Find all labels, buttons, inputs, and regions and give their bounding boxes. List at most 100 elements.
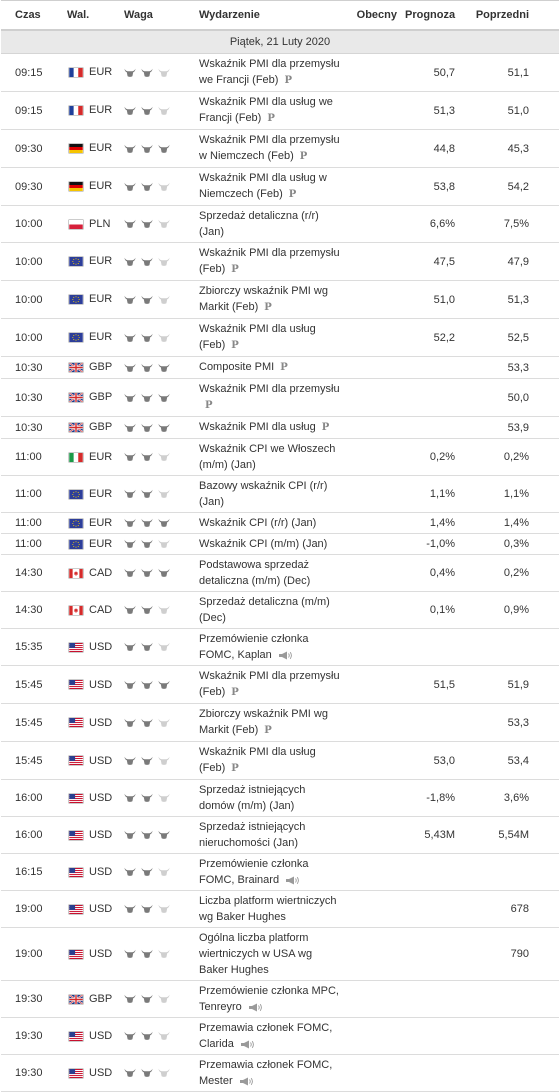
- event-name-cell[interactable]: Wskaźnik PMI dla przemysłu we Francji (F…: [193, 53, 349, 92]
- event-row[interactable]: 14:30 CAD Podstawowa sprzedaż detaliczna (…: [1, 554, 559, 593]
- event-name-cell[interactable]: Wskaźnik CPI (m/m) (Jan): [193, 533, 349, 556]
- header-previous[interactable]: Poprzedni: [461, 0, 559, 31]
- event-name[interactable]: Sprzedaż detaliczna (m/m) (Dec): [199, 596, 330, 625]
- event-row[interactable]: 10:30 GBP Wskaźnik PMI dla usług P 53,9: [1, 416, 559, 439]
- event-row[interactable]: 19:30 USD Przemawia członek FOMC, Mester: [1, 1054, 559, 1092]
- event-name-cell[interactable]: Zbiorczy wskaźnik PMI wg Markit (Feb) P: [193, 703, 349, 743]
- header-forecast[interactable]: Prognoza: [399, 0, 461, 31]
- event-name[interactable]: Bazowy wskaźnik CPI (r/r) (Jan): [199, 480, 328, 508]
- event-name-cell[interactable]: Podstawowa sprzedaż detaliczna (m/m) (De…: [193, 554, 349, 593]
- event-row[interactable]: 19:30 GBP Przemówienie członka MPC, Tenrey…: [1, 980, 559, 1019]
- bull-icon: [158, 144, 170, 153]
- event-name[interactable]: Przemówienie członka MPC, Tenreyro: [199, 985, 339, 1014]
- event-name-cell[interactable]: Wskaźnik PMI dla usług (Feb) P: [193, 741, 349, 781]
- event-name-cell[interactable]: Przemawia członek FOMC, Clarida: [193, 1017, 349, 1056]
- event-name-cell[interactable]: Wskaźnik CPI we Włoszech (m/m) (Jan): [193, 438, 349, 476]
- event-name[interactable]: Sprzedaż istniejących nieruchomości (Jan…: [199, 821, 306, 850]
- event-name-cell[interactable]: Wskaźnik PMI dla usług we Francji (Feb) P: [193, 91, 349, 130]
- event-row[interactable]: 10:00 EUR Wskaźnik PMI dla przemysłu (Feb)…: [1, 242, 559, 281]
- event-name-cell[interactable]: Wskaźnik PMI dla przemysłu (Feb) P: [193, 665, 349, 705]
- event-name[interactable]: Zbiorczy wskaźnik PMI wg Markit (Feb): [199, 285, 328, 313]
- event-row[interactable]: 19:00 USD Liczba platform wiertniczych wg …: [1, 890, 559, 929]
- event-name-cell[interactable]: Wskaźnik PMI dla usług w Niemczech (Feb)…: [193, 167, 349, 206]
- event-actual: [349, 628, 399, 667]
- event-row[interactable]: 10:00 EUR Wskaźnik PMI dla usług (Feb) P 52,…: [1, 318, 559, 357]
- event-row[interactable]: 10:00 PLN Sprzedaż detaliczna (r/r) (Jan) 6…: [1, 205, 559, 243]
- event-name[interactable]: Wskaźnik PMI dla przemysłu we Francji (F…: [199, 58, 340, 86]
- event-name[interactable]: Zbiorczy wskaźnik PMI wg Markit (Feb): [199, 708, 328, 737]
- event-name-cell[interactable]: Wskaźnik CPI (r/r) (Jan): [193, 512, 349, 535]
- event-name[interactable]: Sprzedaż detaliczna (r/r) (Jan): [199, 210, 319, 238]
- event-name[interactable]: Przemówienie członka FOMC, Kaplan: [199, 633, 309, 662]
- event-name[interactable]: Wskaźnik CPI we Włoszech (m/m) (Jan): [199, 443, 336, 471]
- header-event[interactable]: Wydarzenie: [193, 0, 349, 31]
- event-actual: [349, 554, 399, 593]
- event-row[interactable]: 15:45 USD Wskaźnik PMI dla przemysłu (Feb)…: [1, 665, 559, 705]
- event-name[interactable]: Podstawowa sprzedaż detaliczna (m/m) (De…: [199, 559, 311, 588]
- event-name-cell[interactable]: Wskaźnik PMI dla usług (Feb) P: [193, 318, 349, 357]
- event-name[interactable]: Wskaźnik PMI dla przemysłu (Feb): [199, 670, 340, 699]
- event-name-cell[interactable]: Przemówienie członka FOMC, Brainard: [193, 853, 349, 892]
- event-name[interactable]: Sprzedaż istniejących domów (m/m) (Jan): [199, 784, 306, 813]
- event-name-cell[interactable]: Zbiorczy wskaźnik PMI wg Markit (Feb) P: [193, 280, 349, 319]
- event-name[interactable]: Wskaźnik CPI (r/r) (Jan): [199, 517, 317, 530]
- event-name-cell[interactable]: Przemówienie członka MPC, Tenreyro: [193, 980, 349, 1019]
- event-name[interactable]: Przemówienie członka FOMC, Brainard: [199, 858, 309, 887]
- event-row[interactable]: 09:30 EUR Wskaźnik PMI dla usług w Niemcze…: [1, 167, 559, 206]
- event-name[interactable]: Wskaźnik PMI dla usług w Niemczech (Feb): [199, 172, 327, 200]
- event-name[interactable]: Wskaźnik PMI dla usług (Feb): [199, 323, 316, 351]
- event-name-cell[interactable]: Liczba platform wiertniczych wg Baker Hu…: [193, 890, 349, 929]
- event-name[interactable]: Composite PMI: [199, 361, 275, 373]
- event-name[interactable]: Ogólna liczba platform wiertniczych w US…: [199, 932, 313, 977]
- event-name[interactable]: Wskaźnik PMI dla usług we Francji (Feb): [199, 96, 333, 124]
- event-row[interactable]: 15:35 USD Przemówienie członka FOMC, Kapla…: [1, 628, 559, 667]
- event-name-cell[interactable]: Przemówienie członka FOMC, Kaplan: [193, 628, 349, 667]
- event-name[interactable]: Liczba platform wiertniczych wg Baker Hu…: [199, 895, 337, 924]
- event-name-cell[interactable]: Sprzedaż istniejących domów (m/m) (Jan): [193, 779, 349, 818]
- event-row[interactable]: 16:00 USD Sprzedaż istniejących domów (m/m…: [1, 779, 559, 818]
- header-importance[interactable]: Waga: [118, 0, 193, 31]
- event-name-cell[interactable]: Ogólna liczba platform wiertniczych w US…: [193, 927, 349, 982]
- event-row[interactable]: 10:00 EUR Zbiorczy wskaźnik PMI wg Markit …: [1, 280, 559, 319]
- event-name-cell[interactable]: Bazowy wskaźnik CPI (r/r) (Jan): [193, 475, 349, 513]
- event-name[interactable]: Wskaźnik PMI dla usług: [199, 421, 316, 433]
- header-actual[interactable]: Obecny: [349, 0, 399, 31]
- event-name-cell[interactable]: Sprzedaż detaliczna (m/m) (Dec): [193, 591, 349, 630]
- event-row[interactable]: 10:30 GBP Composite PMI P 53,3: [1, 356, 559, 379]
- event-row[interactable]: 11:00 EUR Wskaźnik CPI (r/r) (Jan) 1,4% 1,4%: [1, 512, 559, 535]
- event-name-cell[interactable]: Composite PMI P: [193, 356, 349, 379]
- event-row[interactable]: 14:30 CAD Sprzedaż detaliczna (m/m) (Dec) 0…: [1, 591, 559, 630]
- event-row[interactable]: 19:00 USD Ogólna liczba platform wiertnicz…: [1, 927, 559, 982]
- event-row[interactable]: 09:15 EUR Wskaźnik PMI dla usług we Francj…: [1, 91, 559, 130]
- event-row[interactable]: 09:15 EUR Wskaźnik PMI dla przemysłu we Fr…: [1, 53, 559, 92]
- event-row[interactable]: 15:45 USD Zbiorczy wskaźnik PMI wg Markit …: [1, 703, 559, 743]
- event-name-cell[interactable]: Wskaźnik PMI dla przemysłu P: [193, 378, 349, 417]
- event-row[interactable]: 11:00 EUR Bazowy wskaźnik CPI (r/r) (Jan) 1…: [1, 475, 559, 513]
- event-row[interactable]: 11:00 EUR Wskaźnik CPI (m/m) (Jan) -1,0% 0,3…: [1, 533, 559, 556]
- bull-icon: [141, 756, 153, 765]
- event-forecast: 50,7: [399, 53, 461, 92]
- event-row[interactable]: 09:30 EUR Wskaźnik PMI dla przemysłu w Nie…: [1, 129, 559, 168]
- event-name-cell[interactable]: Wskaźnik PMI dla przemysłu w Niemczech (…: [193, 129, 349, 168]
- event-row[interactable]: 15:45 USD Wskaźnik PMI dla usług (Feb) P 53,…: [1, 741, 559, 781]
- event-name[interactable]: Wskaźnik PMI dla przemysłu (Feb): [199, 247, 340, 275]
- event-row[interactable]: 16:15 USD Przemówienie członka FOMC, Brain…: [1, 853, 559, 892]
- event-row[interactable]: 19:30 USD Przemawia członek FOMC, Clarida: [1, 1017, 559, 1056]
- event-name-cell[interactable]: Sprzedaż istniejących nieruchomości (Jan…: [193, 816, 349, 855]
- header-currency[interactable]: Wal.: [61, 0, 118, 31]
- event-name-cell[interactable]: Wskaźnik PMI dla usług P: [193, 416, 349, 439]
- event-name-cell[interactable]: Wskaźnik PMI dla przemysłu (Feb) P: [193, 242, 349, 281]
- event-name[interactable]: Przemawia członek FOMC, Mester: [199, 1059, 333, 1088]
- event-name[interactable]: Wskaźnik PMI dla przemysłu w Niemczech (…: [199, 134, 340, 162]
- event-name[interactable]: Wskaźnik CPI (m/m) (Jan): [199, 538, 328, 551]
- event-row[interactable]: 16:00 USD Sprzedaż istniejących nieruchomo…: [1, 816, 559, 855]
- event-name-cell[interactable]: Przemawia członek FOMC, Mester: [193, 1054, 349, 1092]
- event-name[interactable]: Wskaźnik PMI dla przemysłu: [199, 383, 340, 395]
- event-name[interactable]: Wskaźnik PMI dla usług (Feb): [199, 746, 316, 775]
- bull-icon: [158, 1069, 170, 1078]
- event-row[interactable]: 11:00 EUR Wskaźnik CPI we Włoszech (m/m) (…: [1, 438, 559, 476]
- event-row[interactable]: 10:30 GBP Wskaźnik PMI dla przemysłu P 50,0: [1, 378, 559, 417]
- event-name-cell[interactable]: Sprzedaż detaliczna (r/r) (Jan): [193, 205, 349, 243]
- header-time[interactable]: Czas: [1, 0, 61, 31]
- event-name[interactable]: Przemawia członek FOMC, Clarida: [199, 1022, 333, 1051]
